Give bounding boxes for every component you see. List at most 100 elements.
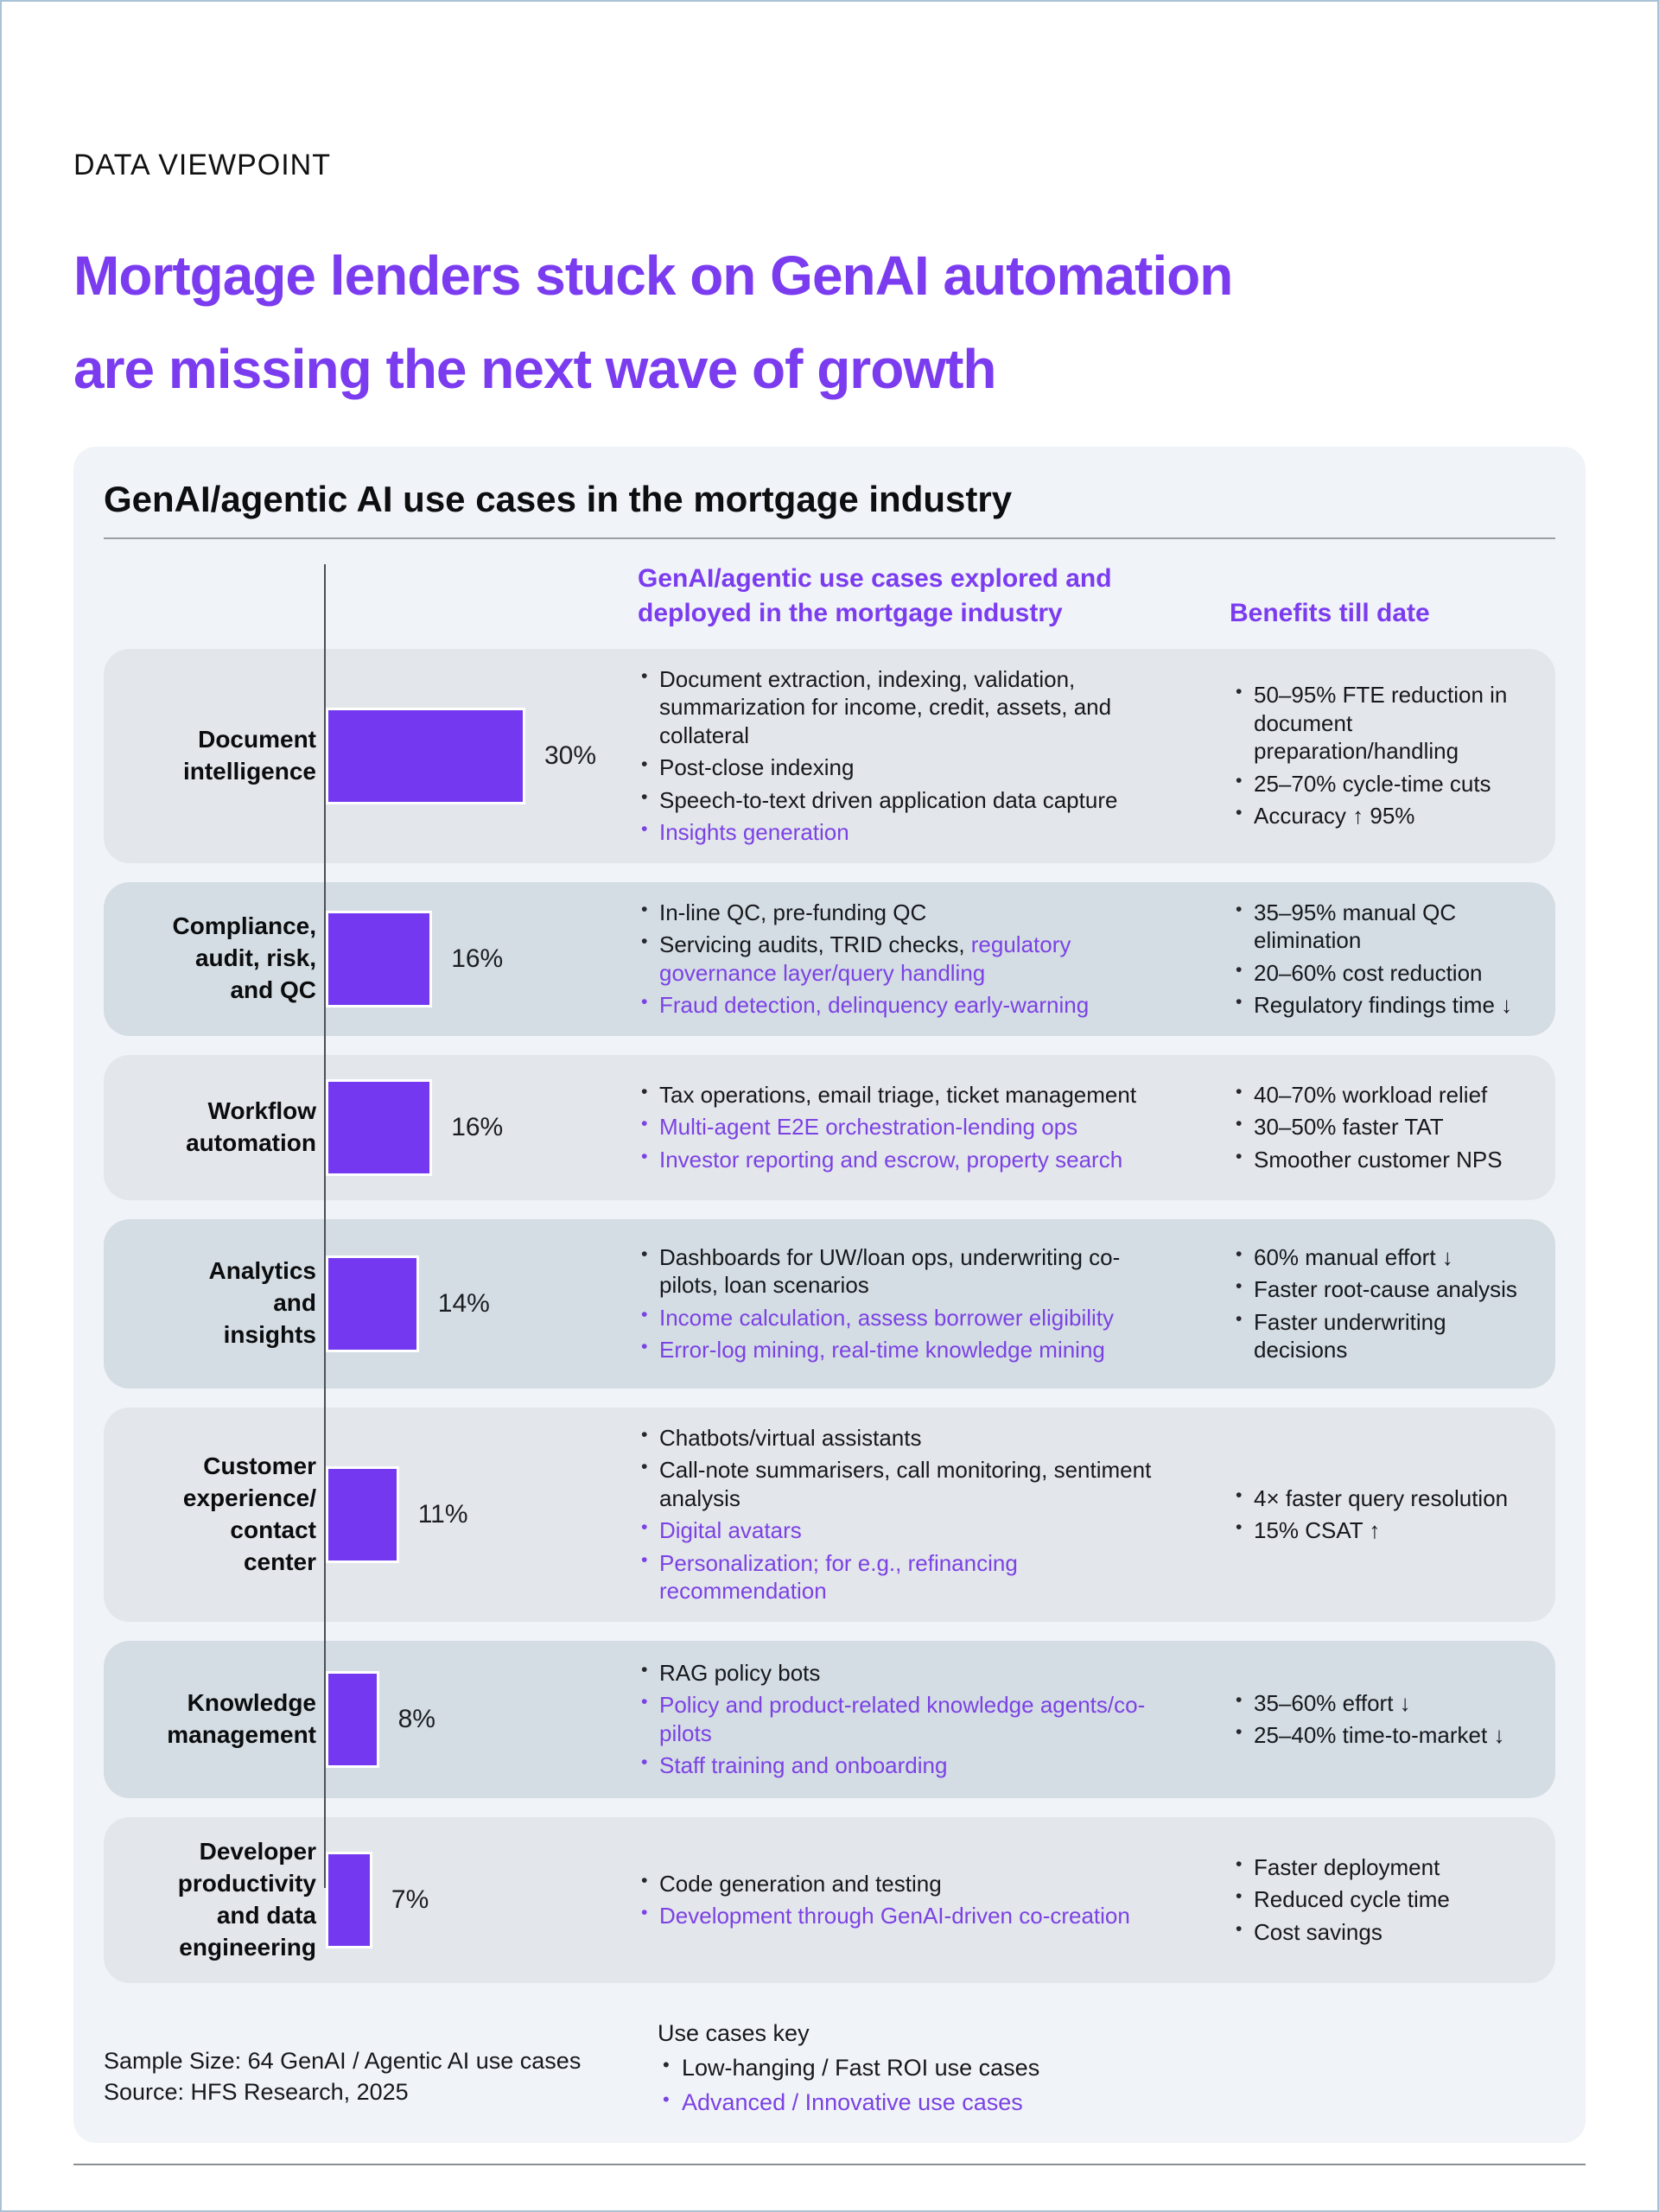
use-case-text: RAG policy bots xyxy=(659,1659,821,1686)
use-case-text: Investor reporting and escrow, property … xyxy=(659,1146,1123,1173)
category-row: Developer productivity and data engineer… xyxy=(104,1816,1555,1983)
use-case-item: Staff training and onboarding xyxy=(635,1751,1158,1780)
bar-value-label: 30% xyxy=(544,741,597,770)
benefit-text: 40–70% workload relief xyxy=(1254,1081,1488,1108)
use-case-text: Development through GenAI-driven co-crea… xyxy=(659,1903,1130,1929)
use-case-text: Document extraction, indexing, validatio… xyxy=(659,665,1112,748)
card-title: GenAI/agentic AI use cases in the mortga… xyxy=(104,479,1013,519)
benefit-text: 20–60% cost reduction xyxy=(1254,959,1483,986)
category-bar xyxy=(326,1255,419,1352)
benefit-item: Faster root-cause analysis xyxy=(1230,1274,1521,1304)
use-case-item: Servicing audits, TRID checks, regulator… xyxy=(635,930,1158,987)
benefits-column-header: Benefits till date xyxy=(1230,599,1430,628)
category-bar xyxy=(326,910,433,1007)
benefit-item: Cost savings xyxy=(1230,1917,1521,1947)
benefit-item: 20–60% cost reduction xyxy=(1230,958,1521,988)
category-bar xyxy=(326,1465,399,1563)
bar-value-label: 11% xyxy=(417,1499,468,1529)
category-bar xyxy=(326,707,525,804)
use-case-text: Dashboards for UW/loan ops, underwriting… xyxy=(659,1243,1121,1299)
benefit-item: 35–60% effort ↓ xyxy=(1230,1688,1521,1718)
benefit-item: 4× faster query resolution xyxy=(1230,1484,1521,1513)
benefit-item: Regulatory findings time ↓ xyxy=(1230,990,1521,1020)
use-case-text: Insights generation xyxy=(659,819,849,846)
use-cases-key: Use cases key Low-hanging / Fast ROI use… xyxy=(646,2018,1555,2119)
source-note: Source: HFS Research, 2025 xyxy=(104,2079,409,2106)
use-case-text: Fraud detection, delinquency early-warni… xyxy=(659,992,1090,1019)
use-cases-list: In-line QC, pre-funding QC Servicing audi… xyxy=(635,882,1218,1036)
benefit-text: Cost savings xyxy=(1254,1918,1382,1945)
bar-zone: 30% xyxy=(316,707,635,804)
category-label: Workflow automation xyxy=(186,1096,316,1156)
sample-and-source: Sample Size: 64 GenAI / Agentic AI use c… xyxy=(104,2018,646,2119)
category-row: Workflow automation 16% Tax operations, em… xyxy=(104,1054,1555,1200)
use-case-item: Personalization; for e.g., refinancing r… xyxy=(635,1548,1158,1605)
benefit-text: 35–60% effort ↓ xyxy=(1254,1689,1411,1716)
use-case-text: Personalization; for e.g., refinancing r… xyxy=(659,1549,1018,1605)
use-case-item: Development through GenAI-driven co-crea… xyxy=(635,1901,1158,1930)
category-label: Analytics and insights xyxy=(208,1257,317,1349)
use-cases-list: Code generation and testing Development t… xyxy=(635,1853,1218,1947)
use-case-item: Call-note summarisers, call monitoring, … xyxy=(635,1455,1158,1512)
page-title-line1: Mortgage lenders stuck on GenAI automati… xyxy=(73,245,1233,307)
benefit-text: 25–70% cycle-time cuts xyxy=(1254,770,1491,797)
category-row: Document intelligence 30% Document extract… xyxy=(104,648,1555,863)
benefit-text: Faster deployment xyxy=(1254,1853,1440,1880)
benefit-text: 4× faster query resolution xyxy=(1254,1484,1509,1511)
category-rows: Document intelligence 30% Document extract… xyxy=(104,648,1555,1983)
bar-zone: 8% xyxy=(316,1670,635,1768)
benefit-text: 15% CSAT ↑ xyxy=(1254,1517,1381,1544)
bar-zone: 16% xyxy=(316,910,635,1007)
use-case-item: Document extraction, indexing, validatio… xyxy=(635,664,1158,750)
key-items: Low-hanging / Fast ROI use cases Advanced… xyxy=(646,2052,1555,2119)
use-case-text: Multi-agent E2E orchestration-lending op… xyxy=(659,1114,1078,1141)
use-case-text: Tax operations, email triage, ticket man… xyxy=(659,1081,1137,1108)
use-case-item: Multi-agent E2E orchestration-lending op… xyxy=(635,1112,1158,1141)
benefit-text: 60% manual effort ↓ xyxy=(1254,1243,1453,1270)
use-cases-column-header: GenAI/agentic use cases explored and dep… xyxy=(638,563,1112,628)
bar-value-label: 8% xyxy=(397,1704,435,1733)
card-divider xyxy=(104,537,1555,539)
benefits-list: 40–70% workload relief 30–50% faster TAT S… xyxy=(1218,1065,1555,1191)
bar-value-label: 14% xyxy=(437,1288,490,1318)
benefit-item: Accuracy ↑ 95% xyxy=(1230,801,1521,830)
category-label: Knowledge management xyxy=(167,1688,316,1748)
use-case-text: Speech-to-text driven application data c… xyxy=(659,786,1118,813)
benefit-text: 25–40% time-to-market ↓ xyxy=(1254,1722,1505,1749)
benefit-item: Smoother customer NPS xyxy=(1230,1145,1521,1174)
use-case-text: Staff training and onboarding xyxy=(659,1752,948,1779)
benefit-text: 30–50% faster TAT xyxy=(1254,1114,1444,1141)
use-case-item: Digital avatars xyxy=(635,1516,1158,1545)
benefit-item: Reduced cycle time xyxy=(1230,1885,1521,1914)
use-case-item: Code generation and testing xyxy=(635,1869,1158,1898)
footnotes: Sample Size: 64 GenAI / Agentic AI use c… xyxy=(104,2018,1555,2119)
benefit-item: 25–40% time-to-market ↓ xyxy=(1230,1720,1521,1750)
use-case-item: Tax operations, email triage, ticket man… xyxy=(635,1080,1158,1109)
benefits-list: 35–95% manual QC elimination 20–60% cost … xyxy=(1218,882,1555,1036)
benefit-item: 40–70% workload relief xyxy=(1230,1080,1521,1109)
use-case-item: RAG policy bots xyxy=(635,1658,1158,1688)
use-cases-list: Document extraction, indexing, validatio… xyxy=(635,649,1218,863)
benefits-list: 4× faster query resolution 15% CSAT ↑ xyxy=(1218,1468,1555,1561)
use-cases-list: Tax operations, email triage, ticket man… xyxy=(635,1065,1218,1191)
category-bar xyxy=(326,1851,372,1948)
key-title: Use cases key xyxy=(658,2019,810,2046)
benefit-text: Reduced cycle time xyxy=(1254,1886,1450,1913)
use-case-text: Code generation and testing xyxy=(659,1870,942,1897)
use-case-text: Servicing audits, TRID checks, xyxy=(659,931,971,958)
benefit-item: Faster deployment xyxy=(1230,1853,1521,1882)
use-case-text: Error-log mining, real-time knowledge mi… xyxy=(659,1337,1105,1363)
sample-size-note: Sample Size: 64 GenAI / Agentic AI use c… xyxy=(104,2047,582,2074)
key-item: Advanced / Innovative use cases xyxy=(658,2087,1555,2118)
use-case-text: Digital avatars xyxy=(659,1517,802,1544)
use-case-item: Fraud detection, delinquency early-warni… xyxy=(635,990,1158,1020)
category-label: Compliance, audit, risk, and QC xyxy=(172,912,316,1004)
page-title-line2: are missing the next wave of growth xyxy=(73,338,996,400)
use-case-item: Post-close indexing xyxy=(635,753,1158,782)
bar-value-label: 16% xyxy=(451,944,504,973)
benefits-list: Faster deployment Reduced cycle time Cost … xyxy=(1218,1837,1555,1963)
use-case-text: Income calculation, assess borrower elig… xyxy=(659,1304,1115,1331)
benefit-text: 35–95% manual QC elimination xyxy=(1254,899,1457,954)
category-row: Analytics and insights 14% Dashboards for … xyxy=(104,1218,1555,1389)
